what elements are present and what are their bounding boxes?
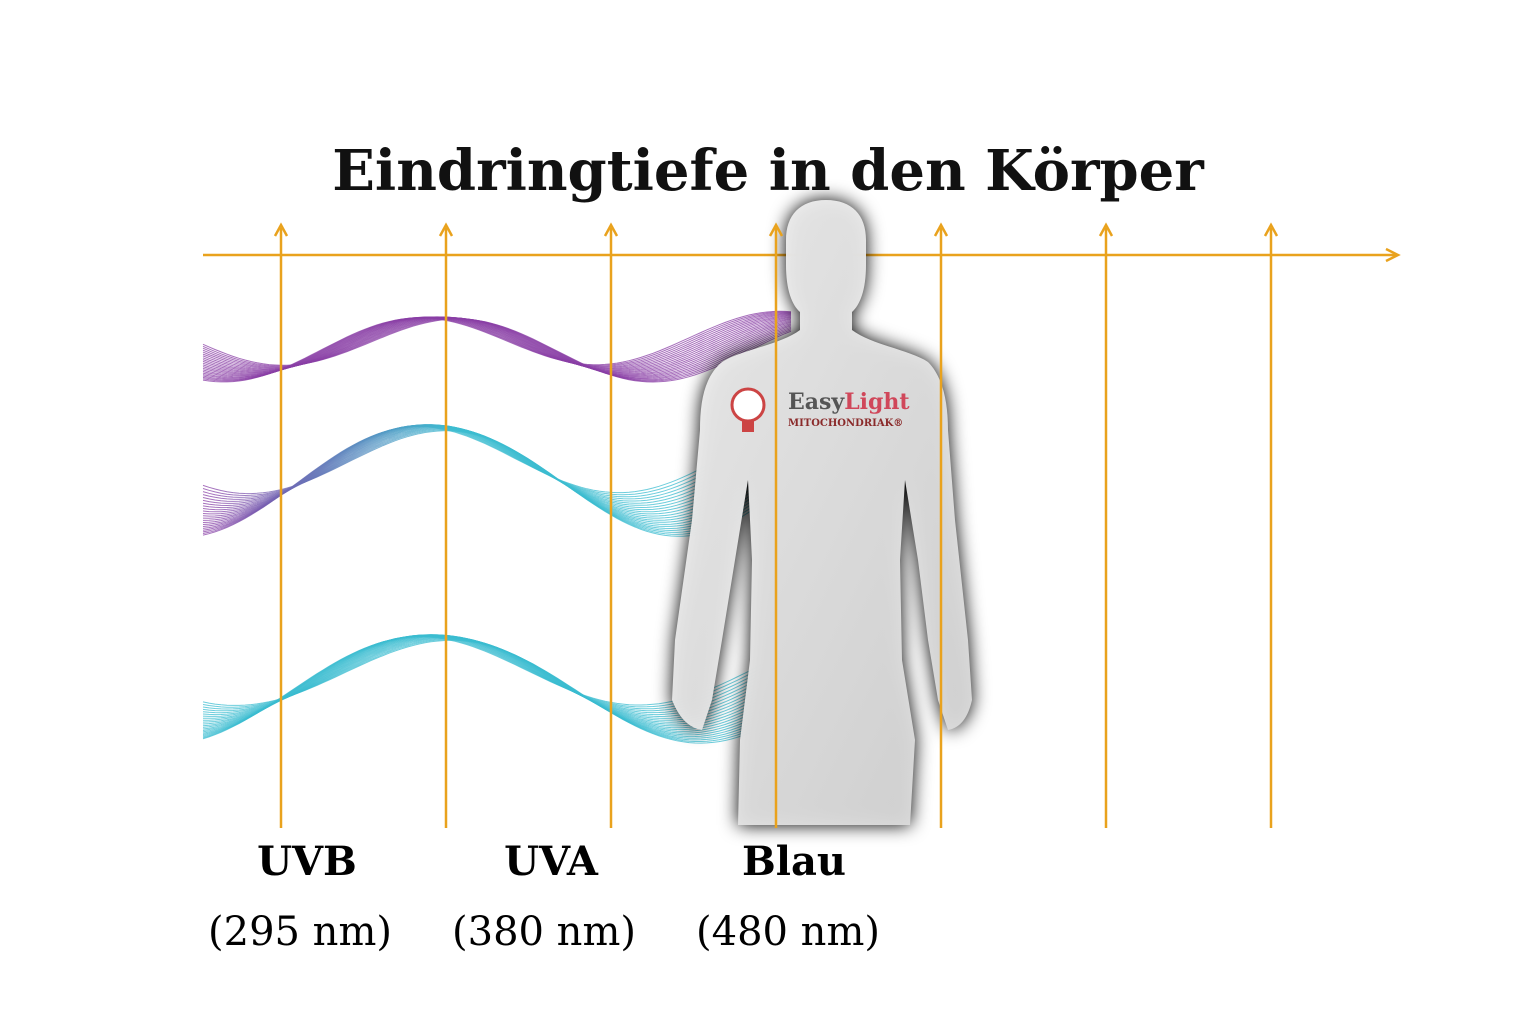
line-arrow bbox=[603, 222, 619, 237]
wave-bands bbox=[202, 310, 792, 744]
logo-tagline: MITOCHONDRIAK® bbox=[788, 418, 903, 429]
line-arrow bbox=[933, 222, 949, 237]
axis-arrow bbox=[1385, 247, 1401, 263]
band-wavelength: (380 nm) bbox=[452, 909, 636, 955]
band-wavelength: (480 nm) bbox=[696, 909, 880, 955]
band-name: UVA bbox=[504, 838, 599, 885]
line-arrow bbox=[1263, 222, 1279, 237]
logo-brand: EasyLight bbox=[788, 389, 910, 415]
wave-strand bbox=[202, 310, 792, 383]
logo-icon-base bbox=[742, 420, 754, 432]
logo-icon bbox=[730, 387, 766, 423]
body bbox=[672, 200, 972, 825]
band-wavelength: (295 nm) bbox=[208, 909, 392, 955]
title: Eindringtiefe in den Körper bbox=[332, 138, 1205, 204]
band-name: UVB bbox=[257, 838, 357, 885]
line-arrow bbox=[768, 222, 784, 237]
line-arrow bbox=[1098, 222, 1114, 237]
line-arrow bbox=[438, 222, 454, 237]
body-silhouette bbox=[672, 200, 972, 825]
wave-strand bbox=[202, 426, 762, 536]
logo-brand-first: Easy bbox=[788, 389, 845, 415]
band-name: Blau bbox=[742, 838, 846, 885]
logo: EasyLight MITOCHONDRIAK® bbox=[730, 387, 910, 432]
vertical-lines bbox=[273, 222, 1279, 828]
logo-brand-second: Light bbox=[844, 389, 910, 415]
line-arrow bbox=[273, 222, 289, 237]
